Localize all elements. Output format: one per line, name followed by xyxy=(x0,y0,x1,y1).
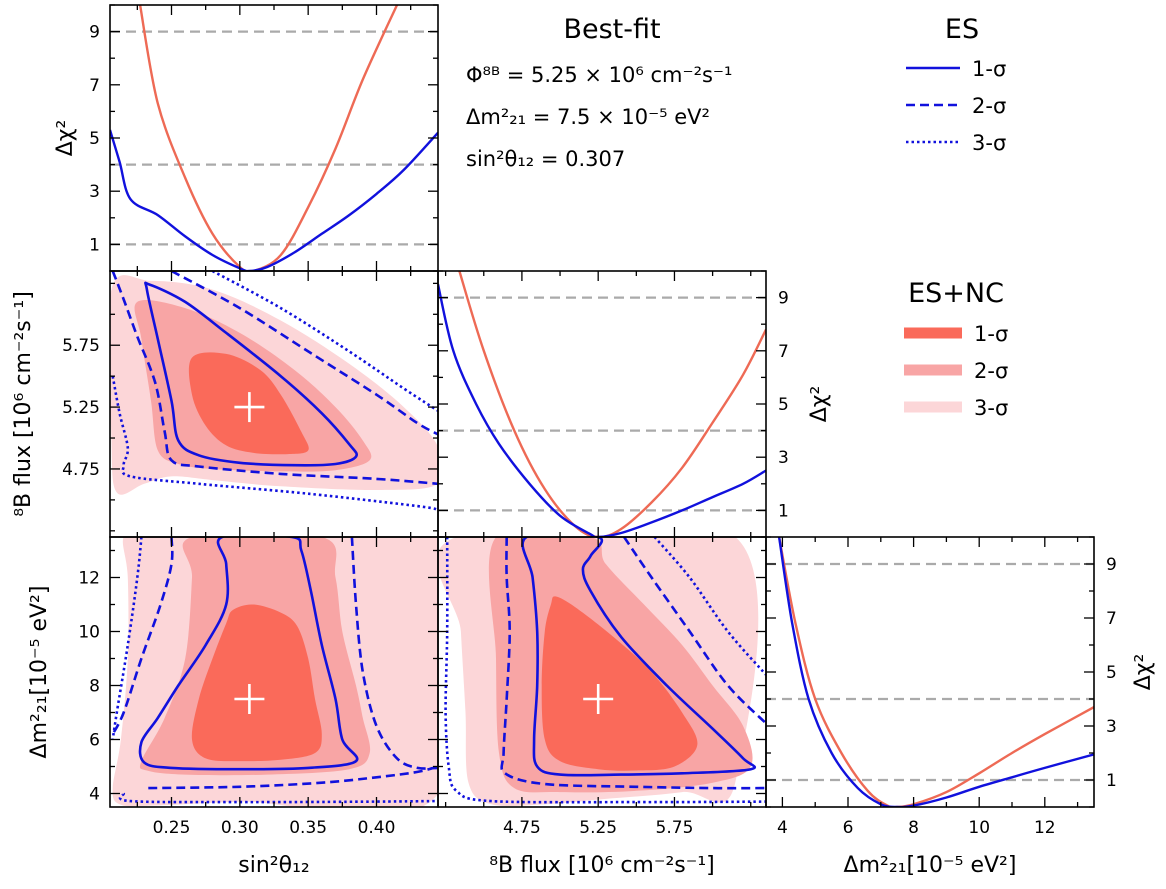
dm2-profile-ytick-label: 1 xyxy=(1106,771,1117,791)
best-fit-sin2: sin²θ₁₂ = 0.307 xyxy=(466,147,625,171)
best-fit-annotation: Best-fit Φ⁸ᴮ = 5.25 × 10⁶ cm⁻²s⁻¹ Δm²₂₁ … xyxy=(466,14,732,171)
flux-es-curve xyxy=(438,284,766,537)
sin2-dm2-ytick-label: 10 xyxy=(78,623,100,643)
sin2-dm2-ytick-label: 6 xyxy=(89,731,100,751)
dm2-profile-xtick-label: 12 xyxy=(1034,818,1056,838)
sin2-flux-es-3-sigma-contour-3 xyxy=(111,375,438,512)
legend-esnc-label-1: 1-σ xyxy=(974,322,1008,346)
flux-profile-ytick-label: 1 xyxy=(778,501,789,521)
sin2-dm2-xtick-label: 0.25 xyxy=(153,818,191,838)
sin2-profile-ytick-label: 7 xyxy=(89,76,100,96)
dm2-profile-frame xyxy=(765,536,1095,808)
flux-dm2-filled-1-sigma-region xyxy=(541,596,698,771)
legend-es-label-1: 1-σ xyxy=(972,57,1006,81)
sin2-profile-ytick-label: 9 xyxy=(89,23,100,43)
legend-esnc-label-3: 3-σ xyxy=(974,396,1008,420)
best-fit-title: Best-fit xyxy=(563,14,660,45)
sin2-flux-es-3-sigma-contour-4 xyxy=(211,271,438,412)
sin2-flux-ytick-label: 5.25 xyxy=(62,398,100,418)
sin2-es-curve xyxy=(110,129,438,271)
best-fit-flux: Φ⁸ᴮ = 5.25 × 10⁶ cm⁻²s⁻¹ xyxy=(466,63,732,87)
flux-esnc-curve xyxy=(458,271,766,537)
dm2-profile-xtick-label: 4 xyxy=(777,818,788,838)
x-axis-label-flux: ⁸B flux [10⁶ cm⁻²s⁻¹] xyxy=(489,853,715,878)
sin2-dm2-filled-1-sigma-region xyxy=(191,604,322,762)
dm2-profile-xtick-label: 6 xyxy=(843,818,854,838)
sin2-dm2-es-2-sigma-contour-2 xyxy=(148,765,438,790)
dm2-profile-ytick-label: 7 xyxy=(1106,609,1117,629)
best-fit-dm2: Δm²₂₁ = 7.5 × 10⁻⁵ eV² xyxy=(466,105,710,129)
dm2-profile-axes: 4 6 8 10 12 1 3 5 7 9 xyxy=(765,536,1117,838)
legend-es-label-2: 2-σ xyxy=(972,94,1006,118)
sin2-dm2-es-2-sigma-contour-3 xyxy=(350,537,438,770)
sin2-dm2-contours xyxy=(111,537,438,807)
flux-dm2-xtick-label: 4.75 xyxy=(503,818,541,838)
dm2-profile-xtick-label: 10 xyxy=(968,818,990,838)
sin2-flux-ytick-label: 4.75 xyxy=(62,460,100,480)
flux-profile-ytick-label: 5 xyxy=(778,395,789,415)
flux-profile-ytick-label: 9 xyxy=(778,289,789,309)
sin2-profile-axes: 1 3 5 7 9 xyxy=(89,4,439,272)
sin2-flux-es-1-sigma-contour-0 xyxy=(144,281,359,467)
sin2-dm2-ytick-label: 12 xyxy=(78,569,100,589)
x-axis-label-dm2: Δm²₂₁[10⁻⁵ eV²] xyxy=(844,853,1017,878)
flux-dm2-es-2-sigma-contour-2 xyxy=(623,537,766,725)
legend-esnc: ES+NC 1-σ 2-σ 3-σ xyxy=(904,278,1008,420)
sin2-profile-ytick-label: 1 xyxy=(89,235,100,255)
legend-es-label-3: 3-σ xyxy=(972,131,1006,155)
dm2-esnc-curve xyxy=(777,537,1094,807)
y-axis-label-flux: ⁸B flux [10⁶ cm⁻²s⁻¹] xyxy=(11,291,36,517)
legend-es-title: ES xyxy=(945,14,979,45)
flux-profile-ytick-label: 7 xyxy=(778,342,789,362)
sin2-dm2-ytick-label: 8 xyxy=(89,677,100,697)
sin2-flux-ytick-label: 5.75 xyxy=(62,336,100,356)
y-axis-label-chi2-flux: Δχ² xyxy=(807,386,832,423)
sin2-profile-frame xyxy=(109,4,439,272)
flux-dm2-es-1-sigma-contour-0 xyxy=(521,537,757,777)
x-axis-label-sin2: sin²θ₁₂ xyxy=(238,853,309,878)
y-axis-label-chi2-sin2: Δχ² xyxy=(53,120,78,157)
flux-profile-ytick-label: 3 xyxy=(778,448,789,468)
dm2-profile-ytick-label: 9 xyxy=(1106,555,1117,575)
dm2-es-curve xyxy=(777,537,1094,807)
sin2-profile xyxy=(110,5,438,271)
flux-dm2-contours xyxy=(438,537,766,807)
dm2-profile xyxy=(766,537,1094,807)
sin2-flux-contours xyxy=(110,271,438,512)
sin2-dm2-xtick-label: 0.30 xyxy=(221,818,259,838)
legend-es: ES 1-σ 2-σ 3-σ xyxy=(906,14,1006,155)
dm2-profile-ytick-label: 5 xyxy=(1106,663,1117,683)
y-axis-label-chi2-dm2: Δχ² xyxy=(1131,654,1156,691)
y-axis-label-dm2: Δm²₂₁[10⁻⁵ eV²] xyxy=(27,586,52,759)
sin2-dm2-xtick-label: 0.40 xyxy=(358,818,396,838)
sin2-dm2-ytick-label: 4 xyxy=(89,785,100,805)
legend-esnc-label-2: 2-σ xyxy=(974,359,1008,383)
flux-dm2-xtick-label: 5.25 xyxy=(579,818,617,838)
sin2-dm2-es-1-sigma-contour-0 xyxy=(138,537,359,771)
flux-profile-frame xyxy=(437,270,767,538)
panels-layer: 1 3 5 7 9 4.75 5.25 5.75 1 3 5 7 9 0.25 0.30 0.35 0.40 4 6… xyxy=(62,4,1117,838)
legend-esnc-title: ES+NC xyxy=(908,278,1004,309)
sin2-dm2-axes: 0.25 0.30 0.35 0.40 4 6 8 10 12 xyxy=(78,536,439,838)
sin2-profile-ytick-label: 3 xyxy=(89,182,100,202)
flux-profile-axes: 1 3 5 7 9 xyxy=(437,270,789,538)
dm2-profile-ytick-label: 3 xyxy=(1106,717,1117,737)
flux-profile xyxy=(438,271,766,537)
flux-dm2-es-2-sigma-contour-1 xyxy=(500,537,766,790)
sin2-esnc-curve xyxy=(138,5,399,271)
sin2-flux-axes: 4.75 5.25 5.75 xyxy=(62,270,439,538)
flux-dm2-es-3-sigma-contour-4 xyxy=(653,537,766,676)
sin2-profile-ytick-label: 5 xyxy=(89,129,100,149)
sin2-dm2-es-3-sigma-contour-4 xyxy=(111,537,143,740)
sin2-dm2-es-2-sigma-contour-1 xyxy=(111,537,174,735)
dm2-profile-xtick-label: 8 xyxy=(908,818,919,838)
sin2-dm2-xtick-label: 0.35 xyxy=(289,818,327,838)
flux-dm2-xtick-label: 5.75 xyxy=(656,818,694,838)
